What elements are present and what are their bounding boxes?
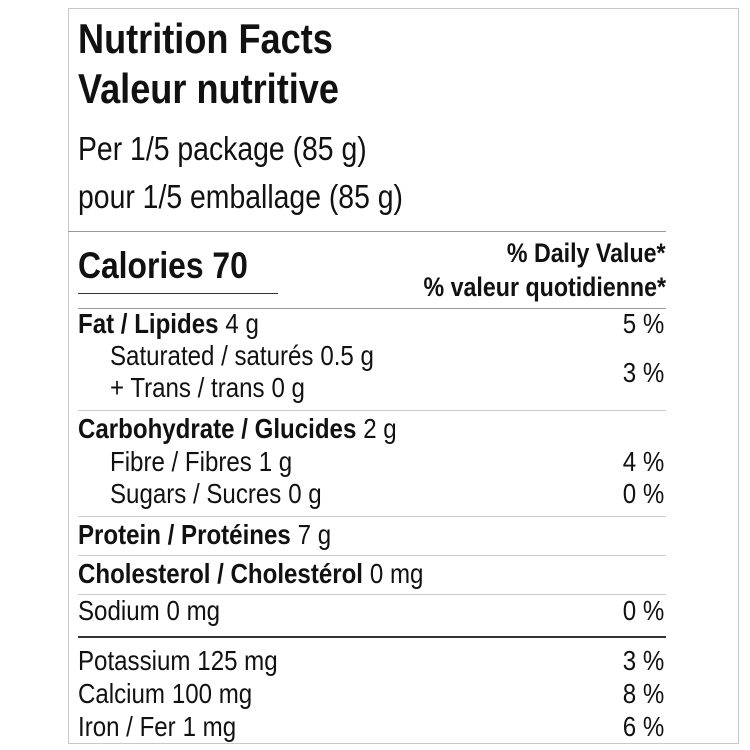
nutrient-name: Sodium bbox=[78, 595, 160, 626]
nutrient-row: Protein / Protéines 7 g bbox=[78, 521, 331, 549]
daily-value-percent: 5 % bbox=[622, 308, 664, 339]
daily-value-fr: % valeur quotidienne* bbox=[423, 272, 666, 302]
divider bbox=[78, 308, 666, 309]
divider bbox=[78, 516, 666, 517]
nutrient-name: Potassium bbox=[78, 645, 191, 676]
divider bbox=[78, 555, 666, 556]
nutrient-name: Fat / Lipides bbox=[78, 308, 219, 339]
daily-value-percent: 3 % bbox=[622, 645, 664, 676]
daily-value-percent: 6 % bbox=[622, 711, 664, 742]
daily-value-percent: 8 % bbox=[622, 678, 664, 709]
nutrient-name: Cholesterol / Cholestérol bbox=[78, 558, 364, 589]
daily-value-en: % Daily Value* bbox=[507, 238, 666, 268]
divider bbox=[78, 594, 666, 595]
daily-value-percent: 0 % bbox=[622, 478, 664, 509]
serving-en: Per 1/5 package (85 g) bbox=[78, 130, 367, 167]
divider bbox=[78, 410, 666, 411]
daily-value-percent: 4 % bbox=[622, 446, 664, 477]
nutrient-row: Fibre / Fibres 1 g bbox=[110, 448, 292, 476]
nutrient-name: Sugars / Sucres bbox=[110, 478, 282, 509]
nutrient-amount: 0 mg bbox=[369, 558, 424, 589]
nutrient-row: Cholesterol / Cholestérol 0 mg bbox=[78, 560, 423, 588]
nutrient-amount: 0 mg bbox=[166, 595, 221, 626]
nutrient-name: Fibre / Fibres bbox=[110, 446, 252, 477]
nutrient-amount: 2 g bbox=[363, 413, 397, 444]
nutrient-name: Saturated / saturés bbox=[110, 340, 314, 371]
nutrient-amount: 1 g bbox=[258, 446, 293, 477]
nutrient-amount: 100 mg bbox=[171, 678, 253, 709]
divider bbox=[68, 231, 666, 232]
nutrient-amount: 0 g bbox=[271, 372, 305, 403]
title-fr: Valeur nutritive bbox=[78, 65, 339, 112]
nutrient-amount: 0.5 g bbox=[320, 340, 374, 371]
nutrient-amount: 125 mg bbox=[197, 645, 278, 676]
nutrient-row: Potassium 125 mg bbox=[78, 647, 278, 675]
nutrient-row: Iron / Fer 1 mg bbox=[78, 713, 236, 741]
nutrient-row: Fat / Lipides 4 g bbox=[78, 310, 259, 338]
nutrient-name: Iron / Fer bbox=[78, 711, 176, 742]
nutrient-name: + Trans / trans bbox=[110, 372, 265, 403]
nutrient-row: Carbohydrate / Glucides 2 g bbox=[78, 415, 397, 443]
nutrient-name: Carbohydrate / Glucides bbox=[78, 413, 357, 444]
divider bbox=[78, 636, 666, 638]
nutrient-name: Protein / Protéines bbox=[78, 519, 291, 550]
serving-fr: pour 1/5 emballage (85 g) bbox=[78, 178, 403, 215]
calories: Calories 70 bbox=[78, 245, 248, 286]
nutrient-name: Calcium bbox=[78, 678, 165, 709]
nutrient-row: + Trans / trans 0 g bbox=[110, 374, 305, 402]
nutrient-amount: 4 g bbox=[225, 308, 259, 339]
daily-value-percent: 0 % bbox=[622, 595, 664, 626]
nutrient-row: Saturated / saturés 0.5 g bbox=[110, 342, 374, 370]
calories-underline bbox=[78, 293, 278, 294]
nutrient-row: Sodium 0 mg bbox=[78, 597, 220, 625]
nutrient-amount: 0 g bbox=[288, 478, 322, 509]
nutrient-amount: 7 g bbox=[297, 519, 332, 550]
label-border bbox=[68, 8, 739, 744]
daily-value-percent: 3 % bbox=[622, 357, 664, 388]
title-en: Nutrition Facts bbox=[78, 15, 333, 62]
nutrient-row: Sugars / Sucres 0 g bbox=[110, 480, 322, 508]
nutrient-amount: 1 mg bbox=[182, 711, 237, 742]
nutrient-row: Calcium 100 mg bbox=[78, 680, 252, 708]
